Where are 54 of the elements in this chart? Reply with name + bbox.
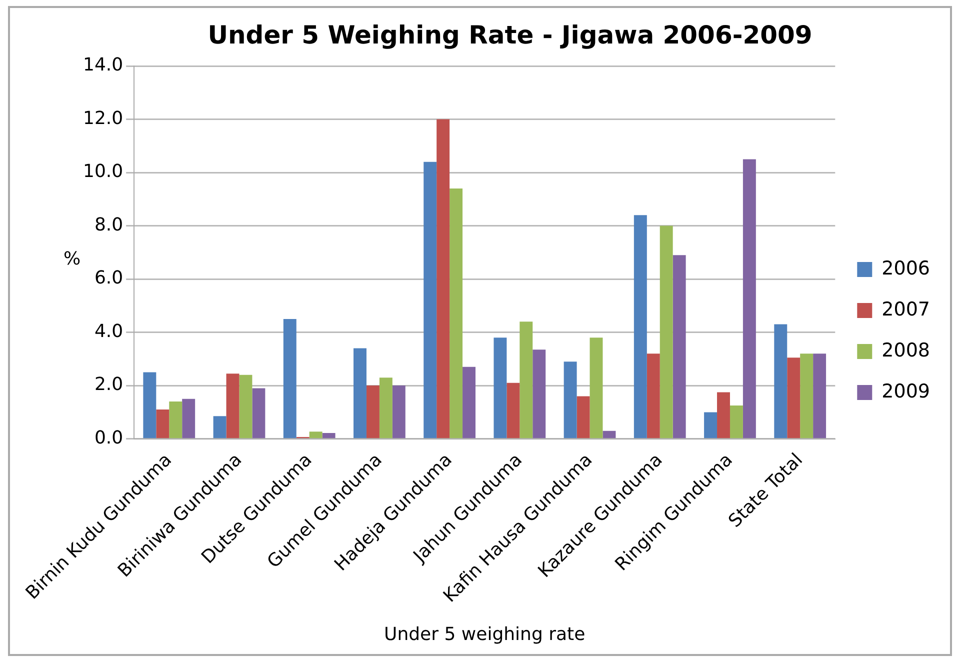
bar xyxy=(660,226,673,438)
bar xyxy=(169,402,182,438)
legend-label: 2007 xyxy=(882,298,930,320)
bar xyxy=(602,430,616,438)
y-tick-label: 14.0 xyxy=(83,54,124,76)
bar xyxy=(576,396,590,438)
bar xyxy=(213,416,226,438)
bar xyxy=(252,388,266,438)
bar xyxy=(800,354,814,438)
bar xyxy=(182,398,196,438)
bar xyxy=(717,392,730,438)
bar xyxy=(590,338,603,438)
bar xyxy=(704,412,718,438)
y-tick-label: 8.0 xyxy=(94,214,124,236)
bar xyxy=(520,322,533,438)
bar xyxy=(322,432,336,438)
bar xyxy=(813,354,826,438)
bar xyxy=(646,354,660,438)
bar xyxy=(436,119,450,438)
bar xyxy=(730,406,743,438)
bar xyxy=(506,382,520,438)
legend-label: 2009 xyxy=(882,380,930,402)
bar xyxy=(354,348,366,438)
bar xyxy=(774,324,788,438)
bar xyxy=(450,188,463,438)
chart-title: Under 5 Weighing Rate - Jigawa 2006-2009 xyxy=(208,20,812,50)
y-tick-label: 6.0 xyxy=(94,268,124,289)
bar xyxy=(494,338,507,438)
bar xyxy=(309,432,322,438)
bar xyxy=(532,350,546,438)
bar xyxy=(226,374,240,438)
legend-label: 2006 xyxy=(882,257,930,280)
y-tick-label: 2.0 xyxy=(94,374,124,396)
bar xyxy=(787,358,800,438)
y-tick-label: 10.0 xyxy=(83,161,124,182)
bar xyxy=(672,255,686,438)
bar xyxy=(379,378,392,438)
bar xyxy=(143,372,156,438)
y-tick-label: 12.0 xyxy=(83,108,124,129)
bar xyxy=(156,410,170,438)
bar xyxy=(239,374,252,438)
y-tick-label: 0.0 xyxy=(94,427,124,448)
bar xyxy=(283,318,296,438)
bar xyxy=(742,159,756,438)
bar xyxy=(366,386,380,438)
bar xyxy=(564,362,577,438)
bar xyxy=(634,215,647,438)
y-tick-label: 4.0 xyxy=(94,320,124,342)
x-axis-title: Under 5 weighing rate xyxy=(384,624,586,645)
bar xyxy=(424,162,437,438)
legend-label: 2008 xyxy=(882,339,930,362)
bar xyxy=(462,366,476,438)
bar xyxy=(392,386,406,438)
y-axis-title: % xyxy=(63,248,81,270)
